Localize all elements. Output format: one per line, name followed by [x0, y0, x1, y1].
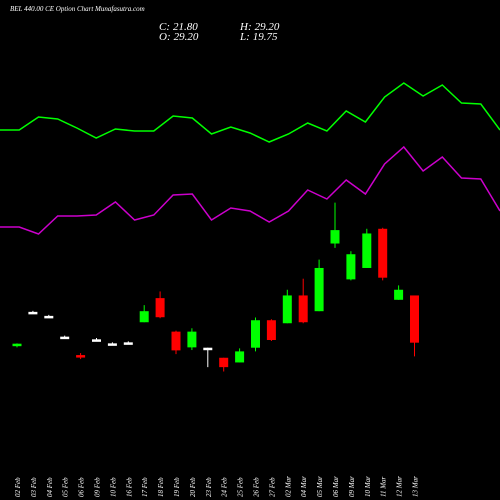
x-tick-label: 24 Feb	[221, 477, 229, 497]
indicator-line-green	[0, 82, 500, 143]
candle-body	[123, 342, 133, 345]
x-tick-label: 23 Feb	[205, 477, 213, 497]
candle-body	[155, 298, 165, 318]
x-tick-label: 18 Feb	[157, 477, 165, 497]
x-tick-label: 12 Mar	[396, 476, 404, 497]
x-tick-label: 06 Mar	[332, 476, 340, 497]
candle-body	[266, 320, 276, 340]
candle-body	[139, 311, 149, 323]
candle-body	[12, 343, 22, 347]
x-tick-label: 20 Feb	[189, 477, 197, 497]
x-tick-label: 04 Mar	[300, 476, 308, 497]
x-tick-label: 06 Feb	[78, 477, 86, 497]
candle-body	[187, 331, 197, 348]
candle-body	[378, 228, 388, 278]
candle-body	[394, 289, 404, 300]
candle-body	[107, 343, 117, 346]
x-tick-label: 25 Feb	[237, 477, 245, 497]
candle-body	[171, 331, 181, 351]
x-tick-label: 03 Feb	[30, 477, 38, 497]
candle-body	[28, 311, 38, 315]
x-tick-label: 17 Feb	[141, 477, 149, 497]
x-tick-label: 10 Mar	[364, 476, 372, 497]
candle-body	[314, 267, 324, 312]
high-value: H: 29.20	[240, 21, 279, 33]
x-tick-label: 09 Feb	[94, 477, 102, 497]
x-tick-label: 05 Mar	[316, 476, 324, 497]
x-tick-label: 27 Feb	[268, 477, 276, 497]
open-number: 29.20	[173, 31, 199, 43]
x-tick-label: 02 Feb	[14, 477, 22, 497]
x-tick-label: 26 Feb	[253, 477, 261, 497]
candle-body	[219, 357, 229, 368]
close-value: C: 21.80	[159, 21, 198, 33]
candle-body	[410, 295, 419, 343]
low-number: 19.75	[252, 31, 278, 43]
candle-body	[203, 347, 213, 351]
chart-title: BEL 440.00 CE Option Chart Munafasutra.c…	[10, 5, 145, 13]
candle-body	[330, 230, 340, 244]
open-value: O: 29.20	[159, 31, 198, 43]
high-number: 29.20	[254, 21, 280, 33]
x-tick-label: 04 Feb	[46, 477, 54, 497]
close-number: 21.80	[173, 21, 198, 33]
x-tick-label: 19 Feb	[173, 477, 181, 497]
candle-body	[60, 336, 70, 340]
indicator-line-purple	[0, 145, 500, 235]
x-tick-label: 05 Feb	[62, 477, 70, 497]
candle-body	[251, 320, 260, 348]
candle-body	[362, 233, 372, 268]
x-tick-label: 13 Mar	[412, 476, 420, 497]
x-tick-label: 10 Feb	[109, 477, 117, 497]
low-label: L:	[240, 31, 250, 43]
open-label: O:	[159, 31, 171, 43]
x-tick-label: 09 Mar	[348, 476, 356, 497]
candle-body	[298, 295, 308, 323]
high-label: H:	[240, 21, 252, 33]
close-label: C:	[159, 21, 170, 33]
candle-body	[92, 339, 101, 342]
candle-body	[44, 315, 54, 319]
x-tick-label: 02 Mar	[284, 476, 292, 497]
candle-body	[76, 355, 86, 358]
candle-body	[346, 254, 356, 280]
low-value: L: 19.75	[240, 31, 278, 43]
x-tick-label: 16 Feb	[125, 477, 133, 497]
candle-body	[282, 295, 292, 324]
candle-body	[235, 351, 245, 363]
x-tick-label: 11 Mar	[380, 476, 388, 497]
